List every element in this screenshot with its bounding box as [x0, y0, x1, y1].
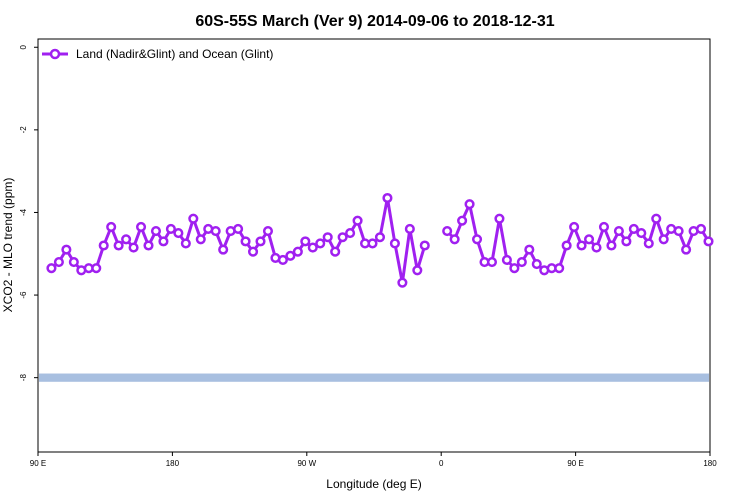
data-point — [165, 223, 176, 235]
data-point — [374, 232, 386, 243]
data-point — [681, 244, 692, 255]
x-axis: 90 E 180 90 W 0 90 E 180 — [30, 452, 717, 468]
data-point — [218, 244, 229, 255]
data-point — [195, 234, 206, 245]
y-axis: 0 -2 -4 -6 -8 — [19, 44, 38, 381]
data-point — [106, 221, 117, 232]
data-point — [277, 254, 288, 266]
data-point — [606, 240, 617, 251]
data-point — [255, 236, 266, 247]
data-point — [412, 265, 423, 276]
data-point — [486, 256, 498, 268]
data-point — [337, 232, 348, 243]
data-point — [404, 223, 415, 235]
data-point — [471, 234, 483, 245]
legend-label: Land (Nadir&Glint) and Ocean (Glint) — [76, 47, 273, 61]
data-point — [307, 242, 318, 253]
data-point — [150, 225, 162, 237]
data-point — [188, 213, 199, 224]
data-point — [262, 225, 274, 237]
data-point — [247, 246, 259, 257]
reference-band-fill — [39, 373, 709, 382]
x-axis-label: Longitude (deg E) — [326, 477, 421, 491]
x-tick-label: 180 — [703, 459, 717, 468]
data-point — [501, 254, 512, 266]
data-point — [382, 192, 393, 204]
y-tick-label: -4 — [19, 208, 28, 216]
x-tick-label: 180 — [166, 459, 180, 468]
data-point — [180, 238, 191, 249]
x-tick-label: 0 — [439, 459, 444, 468]
data-point — [673, 225, 684, 237]
data-point — [68, 256, 79, 268]
data-point — [419, 240, 430, 251]
data-point — [389, 238, 400, 249]
data-point — [442, 225, 453, 237]
x-tick-label: 90 E — [30, 459, 46, 468]
data-point — [135, 221, 147, 232]
data-point — [531, 259, 542, 270]
data-point — [554, 263, 565, 274]
legend-marker — [49, 48, 61, 60]
data-point — [509, 263, 520, 274]
data-point — [613, 225, 624, 237]
data-point — [113, 240, 124, 251]
data-point — [524, 244, 535, 255]
data-point — [352, 215, 363, 226]
y-tick-label: -8 — [19, 374, 28, 382]
data-point — [621, 236, 632, 247]
data-point — [643, 238, 654, 249]
y-tick-label: 0 — [19, 44, 28, 49]
data-point — [98, 240, 109, 251]
y-axis-label: XCO2 - MLO trend (ppm) — [1, 178, 15, 313]
data-point — [46, 263, 57, 274]
data-point — [494, 213, 505, 224]
y-tick-label: -2 — [19, 126, 28, 134]
data-point — [457, 215, 468, 226]
reference-band — [39, 373, 709, 382]
data-point — [703, 236, 714, 247]
data-point — [285, 250, 296, 261]
data-point — [636, 228, 647, 239]
data-point — [91, 263, 102, 274]
series-layer — [46, 192, 714, 288]
data-point — [143, 240, 154, 251]
data-point — [210, 225, 221, 237]
data-point — [598, 221, 610, 232]
data-point — [128, 242, 139, 253]
data-point — [61, 244, 72, 255]
data-point — [628, 223, 639, 235]
data-point — [576, 240, 587, 251]
x-tick-label: 90 W — [297, 459, 316, 468]
data-point — [53, 256, 64, 268]
y-tick-label: -6 — [19, 291, 28, 299]
data-point — [173, 228, 184, 239]
data-point — [121, 234, 132, 245]
data-point — [658, 234, 669, 245]
data-point — [240, 236, 251, 247]
legend: Land (Nadir&Glint) and Ocean (Glint) — [42, 47, 273, 61]
data-point — [397, 277, 408, 288]
data-point — [583, 234, 595, 245]
data-point — [516, 256, 527, 268]
data-point — [449, 234, 460, 245]
data-point — [367, 238, 378, 249]
data-point — [569, 221, 580, 232]
data-point — [292, 246, 303, 257]
data-point — [561, 240, 572, 251]
chart-title: 60S-55S March (Ver 9) 2014-09-06 to 2018… — [195, 13, 554, 30]
data-point — [695, 223, 707, 235]
data-point — [315, 238, 326, 249]
data-point — [345, 228, 356, 239]
data-point — [330, 246, 341, 257]
data-point — [464, 199, 475, 210]
x-tick-label: 90 E — [567, 459, 583, 468]
data-point — [233, 223, 244, 235]
data-point — [591, 242, 602, 253]
data-point — [322, 232, 333, 243]
data-point — [300, 236, 311, 247]
data-point — [158, 236, 169, 247]
data-point — [651, 213, 662, 224]
